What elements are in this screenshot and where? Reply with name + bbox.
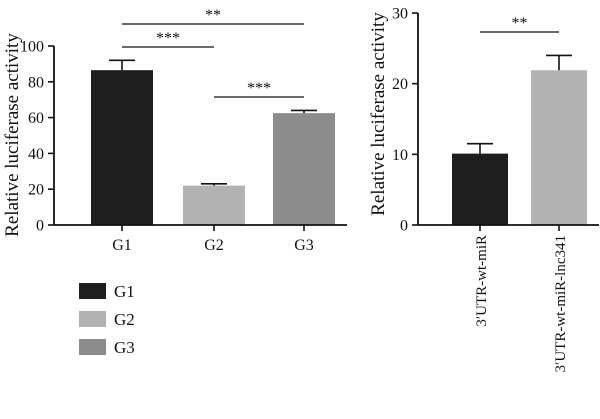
y-tick-label: 0 — [400, 218, 408, 235]
legend-label: G3 — [114, 338, 135, 357]
x-tick-label: G2 — [204, 237, 224, 254]
bar — [452, 153, 508, 225]
bar — [273, 113, 335, 225]
significance-label: ** — [512, 15, 528, 32]
significance-label: *** — [247, 80, 271, 97]
y-axis-title-left: Relative luciferase activity — [2, 33, 23, 237]
y-tick-label: 10 — [392, 147, 408, 164]
x-tick-label: 3′UTR-wt-miR — [474, 235, 490, 327]
bar — [531, 70, 587, 226]
legend-swatch — [79, 311, 106, 327]
bar — [91, 70, 153, 225]
y-tick-label: 100 — [20, 39, 44, 56]
legend-label: G2 — [114, 310, 135, 329]
chart-left: Relative luciferase activity 0 20 40 60 80 10… — [2, 7, 347, 254]
x-tick-label: G1 — [112, 237, 132, 254]
legend-swatch — [79, 283, 106, 299]
significance-label: *** — [156, 30, 180, 47]
y-tick-label: 60 — [28, 110, 44, 127]
legend: G1 G2 G3 — [79, 282, 135, 357]
chart-right: Relative luciferase activity 0 10 20 30 3′UT… — [368, 6, 599, 372]
y-tick-label: 20 — [392, 76, 408, 93]
y-tick-label: 40 — [28, 146, 44, 163]
legend-swatch — [79, 339, 106, 355]
significance-label: ** — [205, 7, 221, 24]
legend-label: G1 — [114, 282, 135, 301]
x-tick-label: G3 — [294, 237, 314, 254]
x-tick-label: 3′UTR-wt-miR-lnc341 — [553, 235, 569, 372]
y-tick-label: 20 — [28, 182, 44, 199]
y-tick-label: 80 — [28, 74, 44, 91]
y-tick-label: 0 — [36, 218, 44, 235]
y-axis-title-right: Relative luciferase activity — [368, 12, 389, 216]
bar — [183, 185, 245, 225]
y-tick-label: 30 — [392, 6, 408, 23]
